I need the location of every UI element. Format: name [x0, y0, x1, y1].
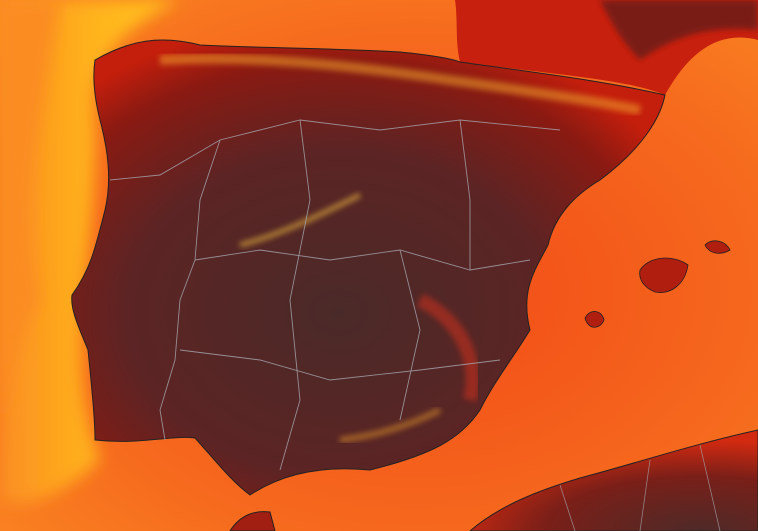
- border: [399, 249, 421, 421]
- region-borders: [109, 119, 561, 471]
- border: [159, 139, 221, 441]
- border: [699, 444, 721, 531]
- warm-band: [416, 293, 480, 402]
- france-interior: [600, 0, 758, 60]
- central-system-ridge: [239, 192, 362, 248]
- border: [639, 459, 651, 531]
- morocco-tip: [229, 511, 276, 531]
- atlantic-warm-zone: [0, 0, 180, 504]
- iberian-peninsula: [71, 39, 666, 496]
- border: [279, 119, 311, 471]
- menorca: [704, 240, 731, 254]
- mallorca: [639, 257, 689, 293]
- africa-borders: [559, 444, 721, 531]
- ibiza: [584, 311, 605, 328]
- north-africa: [469, 429, 758, 531]
- border: [559, 484, 576, 531]
- border: [194, 249, 531, 271]
- border: [179, 349, 501, 381]
- border: [459, 119, 471, 270]
- cantabrian-pyrenees-ridge: [159, 53, 641, 115]
- atlantic-cool-zone: [0, 0, 60, 420]
- betic-ridge: [339, 407, 442, 443]
